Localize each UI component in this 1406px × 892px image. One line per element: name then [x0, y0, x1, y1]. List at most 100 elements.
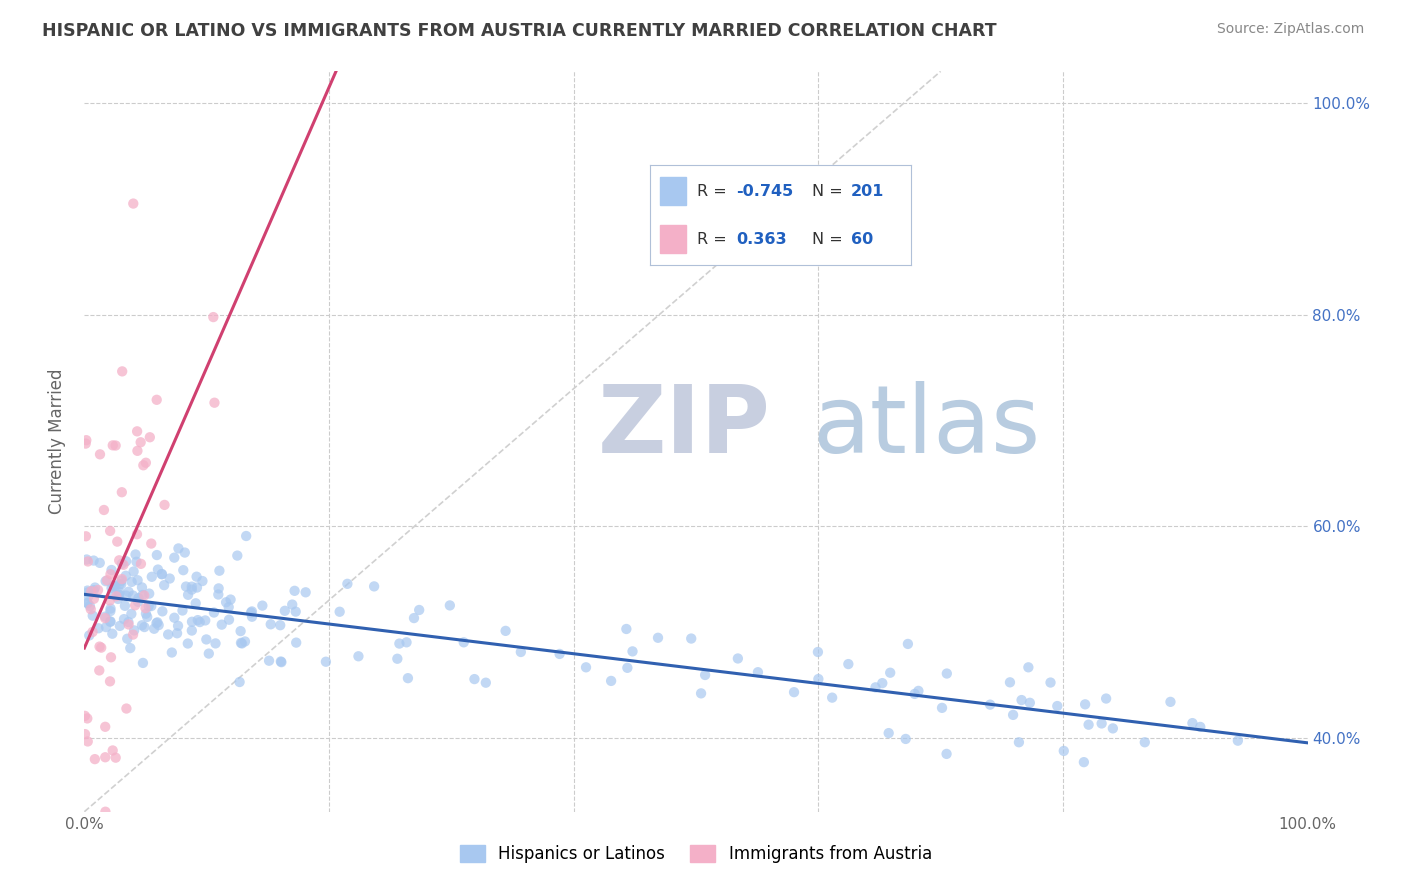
Point [153, 578, 176, 592]
Point [120, 641, 142, 656]
Point [77, 628, 100, 642]
Point [114, 599, 136, 613]
Point [207, 588, 229, 602]
Point [129, 435, 152, 450]
Point [294, 585, 316, 599]
Point [226, 549, 249, 563]
Point [219, 592, 242, 607]
Point [76, 711, 98, 725]
Point [935, 747, 957, 761]
Point [76, 734, 98, 748]
Point [105, 589, 128, 603]
Point [135, 607, 157, 621]
Point [202, 606, 225, 620]
Point [101, 585, 124, 599]
Point [148, 618, 170, 632]
Point [877, 726, 900, 740]
Point [134, 620, 156, 634]
Point [107, 588, 129, 602]
Point [127, 591, 149, 606]
Point [139, 430, 162, 444]
Text: N =: N = [811, 184, 848, 199]
Point [208, 564, 231, 578]
Point [127, 595, 149, 609]
Text: R =: R = [697, 232, 731, 246]
Point [204, 395, 226, 409]
Point [821, 690, 844, 705]
Point [84, 581, 107, 595]
Point [807, 672, 830, 686]
Point [124, 548, 146, 562]
Point [117, 584, 139, 599]
Point [252, 599, 274, 613]
Point [1074, 698, 1097, 712]
Point [112, 558, 135, 572]
Point [77, 589, 100, 603]
Point [935, 666, 957, 681]
Point [111, 557, 134, 571]
Point [89, 664, 111, 678]
Point [112, 612, 135, 626]
Point [98, 524, 121, 538]
Point [94, 609, 117, 624]
Point [509, 645, 531, 659]
Point [894, 731, 917, 746]
Point [173, 545, 195, 559]
Point [194, 614, 217, 628]
Point [621, 644, 644, 658]
Point [747, 665, 769, 680]
Text: atlas: atlas [813, 381, 1040, 473]
Point [240, 604, 263, 618]
Point [184, 596, 207, 610]
Point [83, 553, 105, 567]
Point [77, 554, 100, 568]
Point [104, 750, 127, 764]
Point [1002, 707, 1025, 722]
Point [174, 580, 197, 594]
Point [153, 498, 176, 512]
Point [96, 574, 118, 588]
Point [347, 649, 370, 664]
Point [76, 552, 98, 566]
Point [117, 632, 139, 646]
Point [100, 615, 122, 629]
Point [115, 554, 138, 568]
Point [100, 601, 122, 615]
Point [218, 613, 240, 627]
Point [270, 655, 292, 669]
Point [76, 585, 98, 599]
Point [284, 605, 307, 619]
Bar [661, 178, 686, 205]
Point [115, 589, 138, 603]
Point [681, 632, 703, 646]
Point [1102, 722, 1125, 736]
Point [79, 599, 101, 613]
Point [103, 579, 125, 593]
Point [83, 752, 105, 766]
Point [101, 438, 124, 452]
Point [695, 668, 717, 682]
Point [616, 661, 638, 675]
Point [202, 310, 225, 324]
Point [89, 556, 111, 570]
Point [98, 593, 121, 607]
Point [879, 665, 901, 680]
Point [211, 617, 233, 632]
Point [117, 615, 139, 629]
Point [124, 599, 146, 613]
Point [105, 534, 128, 549]
Point [80, 602, 103, 616]
Point [575, 660, 598, 674]
Point [107, 591, 129, 606]
Point [1011, 693, 1033, 707]
Point [110, 577, 132, 591]
Point [150, 567, 173, 582]
Point [218, 600, 240, 615]
Point [159, 572, 181, 586]
Point [167, 541, 190, 556]
Point [229, 636, 252, 650]
Point [145, 616, 167, 631]
Point [111, 364, 134, 378]
Point [89, 640, 111, 654]
Point [117, 617, 139, 632]
